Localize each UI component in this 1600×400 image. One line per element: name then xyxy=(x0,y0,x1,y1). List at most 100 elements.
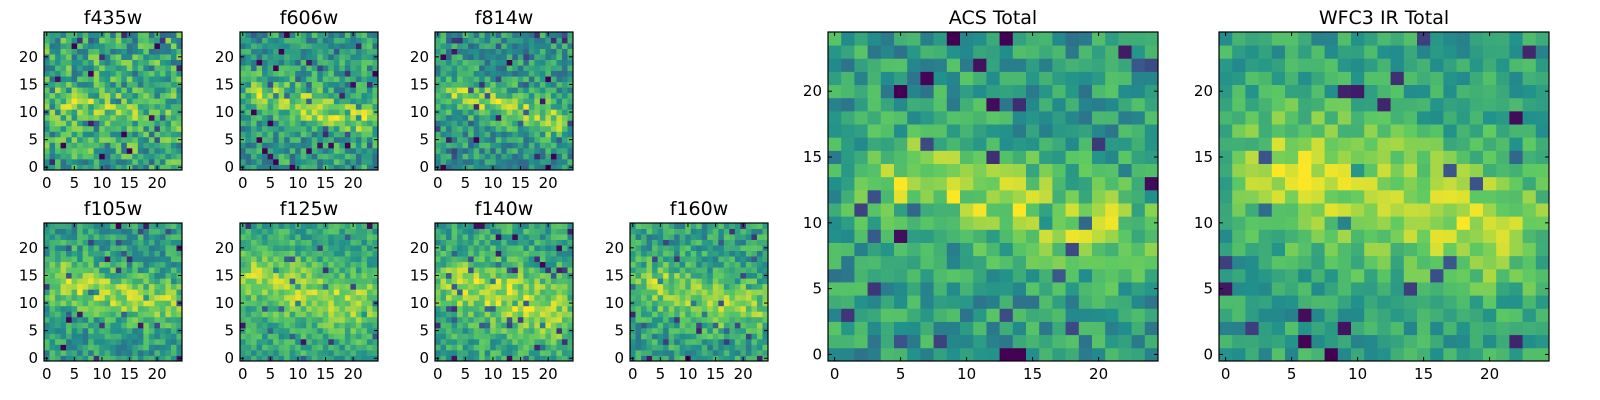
heatmap-cell xyxy=(630,267,636,274)
heatmap-cell xyxy=(278,316,285,323)
heatmap-cell xyxy=(132,87,139,94)
heatmap-cell xyxy=(1039,203,1053,217)
heatmap-cell xyxy=(121,37,128,44)
heatmap-cell xyxy=(641,283,647,290)
heatmap-cell xyxy=(251,109,257,116)
heatmap-cell xyxy=(170,261,177,268)
heatmap-cell xyxy=(556,289,563,296)
heatmap-cell xyxy=(679,278,686,285)
heatmap-cell xyxy=(468,54,475,60)
heatmap-cell xyxy=(468,120,475,127)
heatmap-cell xyxy=(880,203,895,217)
heatmap-cell xyxy=(240,333,246,340)
heatmap-cell xyxy=(77,283,84,290)
heatmap-cell xyxy=(986,347,1000,362)
heatmap-cell xyxy=(762,223,769,229)
heatmap-cell xyxy=(60,70,67,77)
heatmap-cell xyxy=(712,245,719,251)
heatmap-cell xyxy=(663,267,670,274)
heatmap-cell xyxy=(523,256,530,263)
heatmap-cell xyxy=(457,300,463,307)
heatmap-cell xyxy=(674,261,681,268)
heatmap-cell xyxy=(99,338,106,345)
heatmap-cell xyxy=(110,239,117,246)
heatmap-cell xyxy=(539,32,546,38)
heatmap-cell xyxy=(663,349,670,356)
heatmap-cell xyxy=(311,65,318,72)
heatmap-cell xyxy=(457,272,463,279)
heatmap-cell xyxy=(115,250,122,257)
heatmap-cell xyxy=(350,333,357,340)
heatmap-cell xyxy=(1078,308,1093,322)
heatmap-cell xyxy=(960,282,974,296)
heatmap-cell xyxy=(933,268,948,283)
heatmap-cell xyxy=(501,98,508,105)
heatmap-cell xyxy=(451,338,458,345)
heatmap-cell xyxy=(311,245,318,251)
heatmap-cell xyxy=(148,322,155,329)
heatmap-cell xyxy=(55,300,61,307)
heatmap-cell xyxy=(159,283,166,290)
heatmap-cell xyxy=(333,98,340,105)
heatmap-cell xyxy=(506,294,513,301)
heatmap-cell xyxy=(484,103,491,110)
heatmap-cell xyxy=(490,250,497,257)
heatmap-cell xyxy=(745,261,752,268)
heatmap-cell xyxy=(295,272,302,279)
heatmap-cell xyxy=(267,76,274,83)
heatmap-cell xyxy=(635,300,642,307)
heatmap-cell xyxy=(657,322,664,329)
heatmap-cell xyxy=(66,92,72,99)
heatmap-cell xyxy=(696,311,703,318)
heatmap-cell xyxy=(635,305,642,312)
heatmap-cell xyxy=(495,87,502,94)
heatmap-cell xyxy=(933,295,948,309)
heatmap-cell xyxy=(561,250,568,257)
heatmap-cell xyxy=(523,223,530,229)
heatmap-cell xyxy=(317,267,324,274)
heatmap-cell xyxy=(440,92,447,99)
heatmap-cell xyxy=(251,92,257,99)
heatmap-cell xyxy=(841,189,855,204)
heatmap-cell xyxy=(561,245,568,251)
heatmap-cell xyxy=(44,70,50,77)
heatmap-cell xyxy=(99,327,106,334)
heatmap-cell xyxy=(344,223,351,229)
heatmap-cell xyxy=(110,250,117,257)
heatmap-cell xyxy=(567,92,574,99)
heatmap-cell xyxy=(176,311,183,318)
heatmap-cell xyxy=(707,316,714,323)
heatmap-cell xyxy=(1039,189,1053,204)
heatmap-cell xyxy=(115,333,122,340)
heatmap-cell xyxy=(561,278,568,285)
heatmap-cell xyxy=(652,344,658,351)
heatmap-cell xyxy=(66,289,72,296)
heatmap-cell xyxy=(973,282,987,296)
heatmap-cell xyxy=(1118,308,1132,322)
heatmap-cell xyxy=(256,311,263,318)
heatmap-cell xyxy=(372,234,379,240)
heatmap-cell xyxy=(986,255,1000,270)
heatmap-cell xyxy=(512,48,519,55)
heatmap-cell xyxy=(251,136,257,143)
heatmap-cell xyxy=(278,59,285,66)
heatmap-cell xyxy=(517,54,524,60)
heatmap-cell xyxy=(630,305,636,312)
heatmap-cell xyxy=(328,234,335,240)
heatmap-cell xyxy=(630,239,636,246)
heatmap-cell xyxy=(457,256,463,263)
heatmap-cell xyxy=(534,32,541,38)
heatmap-cell xyxy=(154,70,161,77)
heatmap-cell xyxy=(550,327,557,334)
heatmap-cell xyxy=(110,87,117,94)
heatmap-cell xyxy=(534,87,541,94)
heatmap-cell xyxy=(148,245,155,251)
heatmap-cell xyxy=(946,334,961,349)
heatmap-cell xyxy=(630,316,636,323)
heatmap-cell xyxy=(121,136,128,143)
heatmap-cell xyxy=(132,349,139,356)
heatmap-cell xyxy=(473,228,480,235)
heatmap-cell xyxy=(278,109,285,116)
heatmap-cell xyxy=(278,147,285,154)
heatmap-cell xyxy=(256,267,263,274)
